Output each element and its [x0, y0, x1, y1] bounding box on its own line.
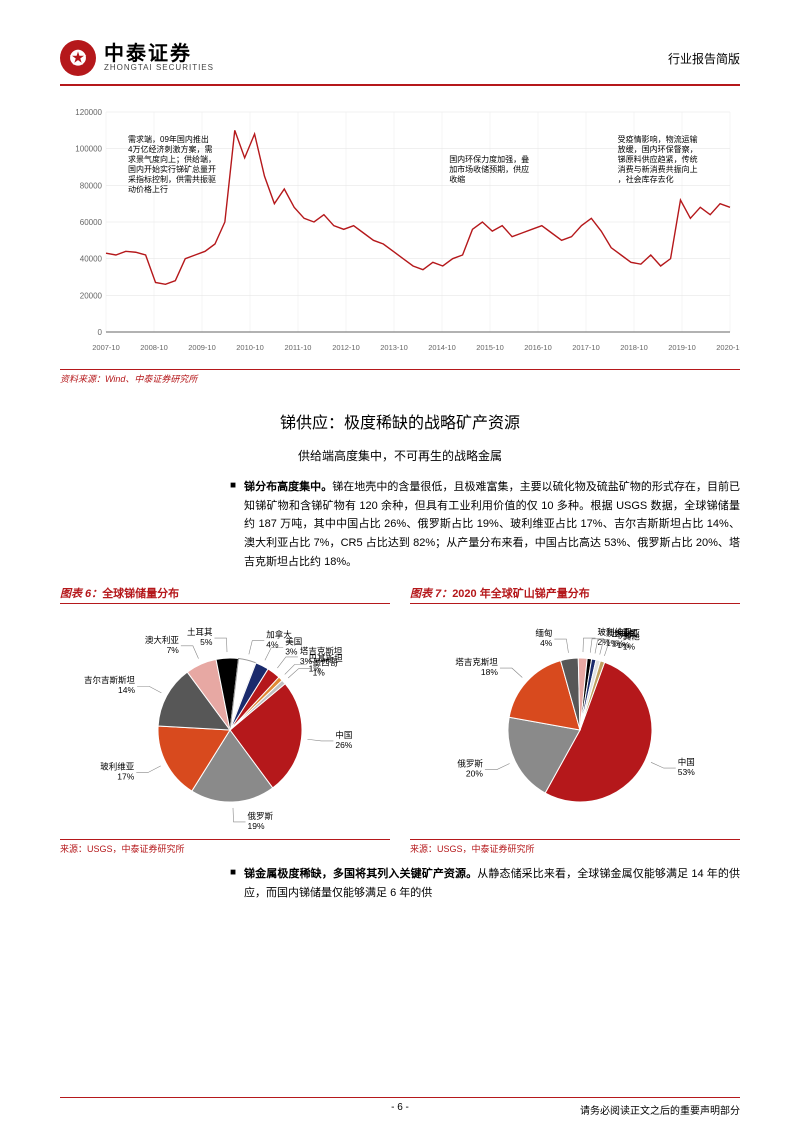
svg-text:2009-10: 2009-10 — [188, 343, 216, 352]
svg-text:5%: 5% — [200, 638, 213, 648]
footer-disclaimer: 请务必阅读正文之后的重要声明部分 — [580, 1102, 740, 1117]
svg-text:20000: 20000 — [80, 291, 103, 300]
svg-text:7%: 7% — [167, 645, 180, 655]
bullet-block-1: ■ 锑分布高度集中。锑在地壳中的含量很低，且极难富集，主要以硫化物及硫盐矿物的形… — [230, 478, 740, 571]
page-number: - 6 - — [391, 1102, 409, 1113]
svg-text:2013-10: 2013-10 — [380, 343, 408, 352]
svg-text:中国: 中国 — [335, 730, 352, 740]
svg-text:20%: 20% — [466, 769, 483, 779]
svg-text:加市场收储预期，供应: 加市场收储预期，供应 — [449, 164, 529, 174]
bullet2-title: 锑金属极度稀缺，多国将其列入关键矿产资源。 — [244, 868, 477, 880]
pie2-title: 图表 7：2020 年全球矿山锑产量分布 — [410, 585, 740, 604]
svg-text:国内环保力度加强，叠: 国内环保力度加强，叠 — [449, 154, 529, 164]
page-footer: - 6 - 请务必阅读正文之后的重要声明部分 — [60, 1097, 740, 1113]
svg-text:玻利维亚: 玻利维亚 — [100, 762, 135, 772]
svg-text:2012-10: 2012-10 — [332, 343, 360, 352]
svg-text:放缓，国内环保督察，: 放缓，国内环保督察， — [618, 144, 698, 154]
svg-text:动价格上行: 动价格上行 — [128, 184, 168, 194]
logo-mark: ✪ — [60, 40, 96, 76]
bullet-square-icon: ■ — [230, 480, 236, 571]
bullet-text-2: 锑金属极度稀缺，多国将其列入关键矿产资源。从静态储采比来看，全球锑金属仅能够满足… — [244, 865, 740, 902]
svg-text:60000: 60000 — [80, 218, 103, 227]
svg-text:墨西哥: 墨西哥 — [313, 658, 339, 668]
svg-text:2015-10: 2015-10 — [476, 343, 504, 352]
svg-text:缅甸: 缅甸 — [535, 628, 552, 638]
svg-text:26%: 26% — [335, 740, 352, 750]
bullet-text-1: 锑分布高度集中。锑在地壳中的含量很低，且极难富集，主要以硫化物及硫盐矿物的形式存… — [244, 478, 740, 571]
bullet-square-icon: ■ — [230, 867, 236, 902]
svg-text:100000: 100000 — [75, 145, 102, 154]
pie1-title: 图表 6：全球锑储量分布 — [60, 585, 390, 604]
pie-col-1: 图表 6：全球锑储量分布 中国26% 俄罗斯19% 玻利维亚17% 吉尔吉斯斯坦14%… — [60, 585, 390, 855]
bullet1-body: 锑在地壳中的含量很低，且极难富集，主要以硫化物及硫盐矿物的形式存在，目前已知锑矿… — [244, 481, 740, 568]
logo-en: ZHONGTAI SECURITIES — [104, 64, 214, 72]
logo-text: 中泰证券 ZHONGTAI SECURITIES — [104, 44, 214, 72]
logo-glyph: ✪ — [70, 46, 87, 71]
svg-text:锑原料供应趋紧，传统: 锑原料供应趋紧，传统 — [618, 154, 698, 164]
svg-text:收缩: 收缩 — [449, 174, 465, 184]
svg-text:80000: 80000 — [80, 181, 103, 190]
svg-text:1%: 1% — [313, 668, 326, 678]
pie1-source: 来源：USGS，中泰证券研究所 — [60, 839, 390, 855]
svg-text:塔吉克斯坦: 塔吉克斯坦 — [455, 658, 498, 668]
svg-text:4%: 4% — [266, 640, 279, 650]
svg-text:中国: 中国 — [678, 758, 695, 768]
line-chart-source: 资料来源：Wind、中泰证券研究所 — [60, 369, 740, 385]
svg-text:消费与新消费共振向上: 消费与新消费共振向上 — [618, 164, 698, 174]
svg-text:14%: 14% — [118, 686, 135, 696]
svg-text:需求端，09年国内推出: 需求端，09年国内推出 — [128, 134, 209, 144]
svg-text:俄罗斯: 俄罗斯 — [457, 759, 483, 769]
pie-charts-row: 图表 6：全球锑储量分布 中国26%俄罗斯19%玻利维亚17%吉尔吉斯斯坦14%… — [60, 585, 740, 855]
section-subtitle: 供给端高度集中，不可再生的战略金属 — [60, 447, 740, 464]
bullet1-title: 锑分布高度集中。 — [244, 481, 332, 493]
svg-text:0: 0 — [98, 328, 103, 337]
svg-text:吉尔吉斯斯坦: 吉尔吉斯斯坦 — [84, 676, 136, 686]
svg-text:2007-10: 2007-10 — [92, 343, 120, 352]
page-header: ✪ 中泰证券 ZHONGTAI SECURITIES 行业报告简版 — [60, 40, 740, 86]
svg-text:4%: 4% — [540, 638, 553, 648]
svg-text:澳大利亚: 澳大利亚 — [145, 635, 180, 645]
line-chart-block: 0 20000 40000 60000 80000 100000 120000 2007-10… — [60, 102, 740, 385]
svg-text:53%: 53% — [678, 768, 695, 778]
logo: ✪ 中泰证券 ZHONGTAI SECURITIES — [60, 40, 214, 76]
svg-text:19%: 19% — [248, 821, 265, 830]
svg-text:国内开始实行锑矿总量开: 国内开始实行锑矿总量开 — [128, 164, 216, 174]
svg-text:2014-10: 2014-10 — [428, 343, 456, 352]
svg-text:采指标控制，供需共振驱: 采指标控制，供需共振驱 — [128, 174, 216, 184]
svg-text:受疫情影响，物流运输: 受疫情影响，物流运输 — [618, 134, 698, 144]
svg-text:40000: 40000 — [80, 255, 103, 264]
svg-text:2010-10: 2010-10 — [236, 343, 264, 352]
doc-type: 行业报告简版 — [668, 50, 740, 67]
pie-col-2: 图表 7：2020 年全球矿山锑产量分布 中国53% 俄罗斯20% 塔吉克斯坦18%… — [410, 585, 740, 855]
svg-text:2019-10: 2019-10 — [668, 343, 696, 352]
svg-text:2011-10: 2011-10 — [285, 343, 312, 352]
svg-text:2018-10: 2018-10 — [620, 343, 648, 352]
pie-chart-reserves: 中国26%俄罗斯19%玻利维亚17%吉尔吉斯斯坦14%澳大利亚7%土耳其5%加拿… — [60, 610, 390, 830]
svg-text:2008-10: 2008-10 — [140, 343, 168, 352]
svg-text:18%: 18% — [481, 668, 498, 678]
bullet-block-2: ■ 锑金属极度稀缺，多国将其列入关键矿产资源。从静态储采比来看，全球锑金属仅能够… — [230, 865, 740, 902]
svg-text:俄罗斯: 俄罗斯 — [248, 811, 274, 821]
svg-text:120000: 120000 — [75, 108, 102, 117]
svg-text:2020-10: 2020-10 — [716, 343, 740, 352]
svg-text:4万亿经济刺激方案，需: 4万亿经济刺激方案，需 — [128, 144, 212, 154]
svg-text:17%: 17% — [117, 772, 134, 782]
svg-text:，社会库存去化: ，社会库存去化 — [618, 174, 674, 184]
logo-zh: 中泰证券 — [104, 44, 214, 64]
svg-text:1%: 1% — [623, 642, 636, 652]
svg-text:2017-10: 2017-10 — [572, 343, 600, 352]
svg-text:求景气度向上；供给端，: 求景气度向上；供给端， — [128, 154, 216, 164]
pie-chart-production: 中国53%俄罗斯20%塔吉克斯坦18%缅甸4%玻利维亚2%澳大利亚1%土耳其1%… — [410, 610, 740, 830]
section-title: 锑供应：极度稀缺的战略矿产资源 — [60, 409, 740, 433]
pie2-source: 来源：USGS，中泰证券研究所 — [410, 839, 740, 855]
svg-text:土耳其: 土耳其 — [187, 628, 213, 638]
svg-text:3%: 3% — [285, 647, 298, 657]
svg-text:2016-10: 2016-10 — [524, 343, 552, 352]
svg-text:其他: 其他 — [623, 632, 641, 642]
price-line-chart: 0 20000 40000 60000 80000 100000 120000 2007-10… — [60, 102, 740, 362]
